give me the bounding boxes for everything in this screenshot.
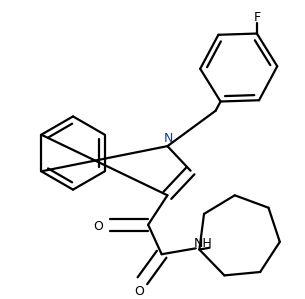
Text: O: O <box>93 220 103 233</box>
Text: O: O <box>135 285 144 298</box>
Text: N: N <box>164 132 174 145</box>
Text: F: F <box>253 11 260 24</box>
Text: NH: NH <box>194 237 213 250</box>
